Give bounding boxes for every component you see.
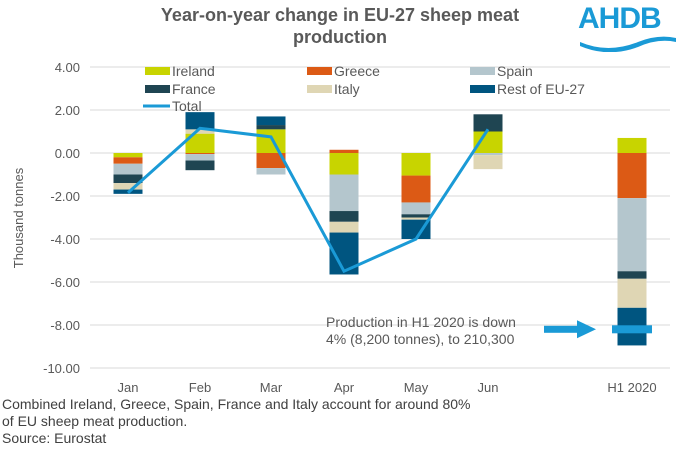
legend-swatch (145, 85, 170, 93)
y-axis-ticks: 4.00 2.00 0.00 -2.00 -4.00 -6.00 -8.00 -10.00 (43, 60, 80, 376)
legend-item-france: France (145, 81, 216, 97)
annotation-line-2: 4% (8,200 tonnes), to 210,300 (326, 331, 515, 347)
bar-ireland-mar (256, 129, 286, 153)
bar-greece-apr (329, 149, 359, 153)
footnote-line-2: of EU sheep meat production. (2, 413, 188, 429)
bar-ireland-jan (113, 153, 143, 158)
x-axis-ticks: Jan Feb Mar Apr May Jun H1 2020 (118, 380, 657, 395)
x-tick-label: H1 2020 (607, 380, 656, 395)
ahdb-logo: AHDB (578, 2, 678, 52)
bar-spain-h1-2020 (617, 198, 647, 272)
bar-france-jun (473, 114, 503, 132)
footnote-line-1: Combined Ireland, Greece, Spain, France … (2, 396, 471, 412)
x-tick-label: May (404, 380, 429, 395)
legend-label: Ireland (172, 63, 215, 79)
x-tick-label: Apr (334, 380, 355, 395)
y-tick-label: -10.00 (43, 361, 80, 376)
legend-label: Greece (334, 63, 380, 79)
y-tick-label: -6.00 (50, 275, 80, 290)
bars (113, 112, 647, 346)
bar-italy-apr (329, 221, 359, 233)
x-tick-label: Mar (260, 380, 283, 395)
bar-greece-h1-2020 (617, 153, 647, 199)
bar-france-apr (329, 211, 359, 222)
bar-italy-feb (185, 129, 215, 134)
bar-spain-jun (473, 153, 503, 156)
x-tick-label: Jun (478, 380, 499, 395)
gridlines (90, 66, 670, 369)
total-line-path (126, 126, 490, 274)
bar-ireland-apr (329, 153, 359, 175)
legend-item-spain: Spain (470, 63, 533, 79)
bar-italy-h1-2020 (617, 278, 647, 308)
bar-ireland-jun (473, 131, 503, 153)
chart-title: Year-on-year change in EU-27 sheep meat … (160, 5, 520, 47)
x-tick-label: Feb (189, 380, 211, 395)
bar-greece-feb (185, 153, 215, 155)
legend: Ireland Greece Spain France Italy Rest of EU-… (143, 63, 585, 114)
legend-swatch (145, 67, 170, 75)
annotation-line-1: Production in H1 2020 is down (326, 314, 516, 330)
legend-item-italy: Italy (307, 81, 360, 97)
h1-annotation: Production in H1 2020 is down 4% (8,200 … (326, 314, 516, 348)
y-axis-label: Thousand tonnes (11, 167, 26, 268)
footnote: Combined Ireland, Greece, Spain, France … (2, 396, 642, 447)
y-tick-label: 0.00 (55, 146, 80, 161)
source-note: Source: Eurostat (2, 430, 107, 446)
legend-swatch (307, 85, 332, 93)
bar-rest-of-eu-27-mar (256, 116, 286, 126)
bar-spain-may (401, 202, 431, 215)
bar-rest-of-eu-27-feb (185, 112, 215, 130)
arrow-shaft (544, 325, 579, 333)
legend-label: Total (172, 98, 202, 114)
legend-item-total: Total (143, 98, 202, 114)
legend-swatch (307, 67, 332, 75)
bar-france-feb (185, 160, 215, 171)
chart-area: 4.00 2.00 0.00 -2.00 -4.00 -6.00 -8.00 -10.00 T… (11, 60, 670, 395)
legend-label: Spain (497, 63, 533, 79)
bar-spain-mar (256, 168, 286, 175)
legend-label: Rest of EU-27 (497, 81, 585, 97)
y-tick-label: 2.00 (55, 103, 80, 118)
y-tick-label: -2.00 (50, 189, 80, 204)
y-tick-label: -8.00 (50, 318, 80, 333)
bar-rest-of-eu-27-may (401, 219, 431, 239)
y-tick-label: 4.00 (55, 60, 80, 75)
logo-text: AHDB (578, 2, 662, 35)
x-tick-label: Jan (118, 380, 139, 395)
bar-france-may (401, 214, 431, 218)
h1-total-marker (612, 325, 652, 334)
legend-swatch (470, 67, 495, 75)
logo-wave-icon (580, 36, 676, 52)
legend-label: France (172, 81, 216, 97)
legend-swatch (470, 85, 495, 93)
bar-italy-jan (113, 183, 143, 190)
bar-spain-feb (185, 154, 215, 161)
bar-italy-jun (473, 155, 503, 170)
bar-ireland-feb (185, 133, 215, 153)
bar-italy-may (401, 217, 431, 220)
bar-spain-jan (113, 163, 143, 175)
total-line (126, 126, 652, 334)
bar-ireland-h1-2020 (617, 137, 647, 153)
arrow-head-icon (577, 320, 596, 339)
y-tick-label: -4.00 (50, 232, 80, 247)
bar-france-h1-2020 (617, 271, 647, 279)
bar-greece-may (401, 175, 431, 203)
legend-item-ireland: Ireland (145, 63, 215, 79)
bar-greece-jan (113, 157, 143, 164)
legend-item-greece: Greece (307, 63, 380, 79)
legend-label: Italy (334, 81, 360, 97)
bar-france-jan (113, 174, 143, 184)
bar-ireland-may (401, 153, 431, 176)
bar-france-mar (256, 125, 286, 130)
legend-item-rest-of-eu-27: Rest of EU-27 (470, 81, 585, 97)
bar-spain-apr (329, 174, 359, 212)
bar-greece-mar (256, 153, 286, 169)
annotation-arrow (544, 320, 596, 339)
